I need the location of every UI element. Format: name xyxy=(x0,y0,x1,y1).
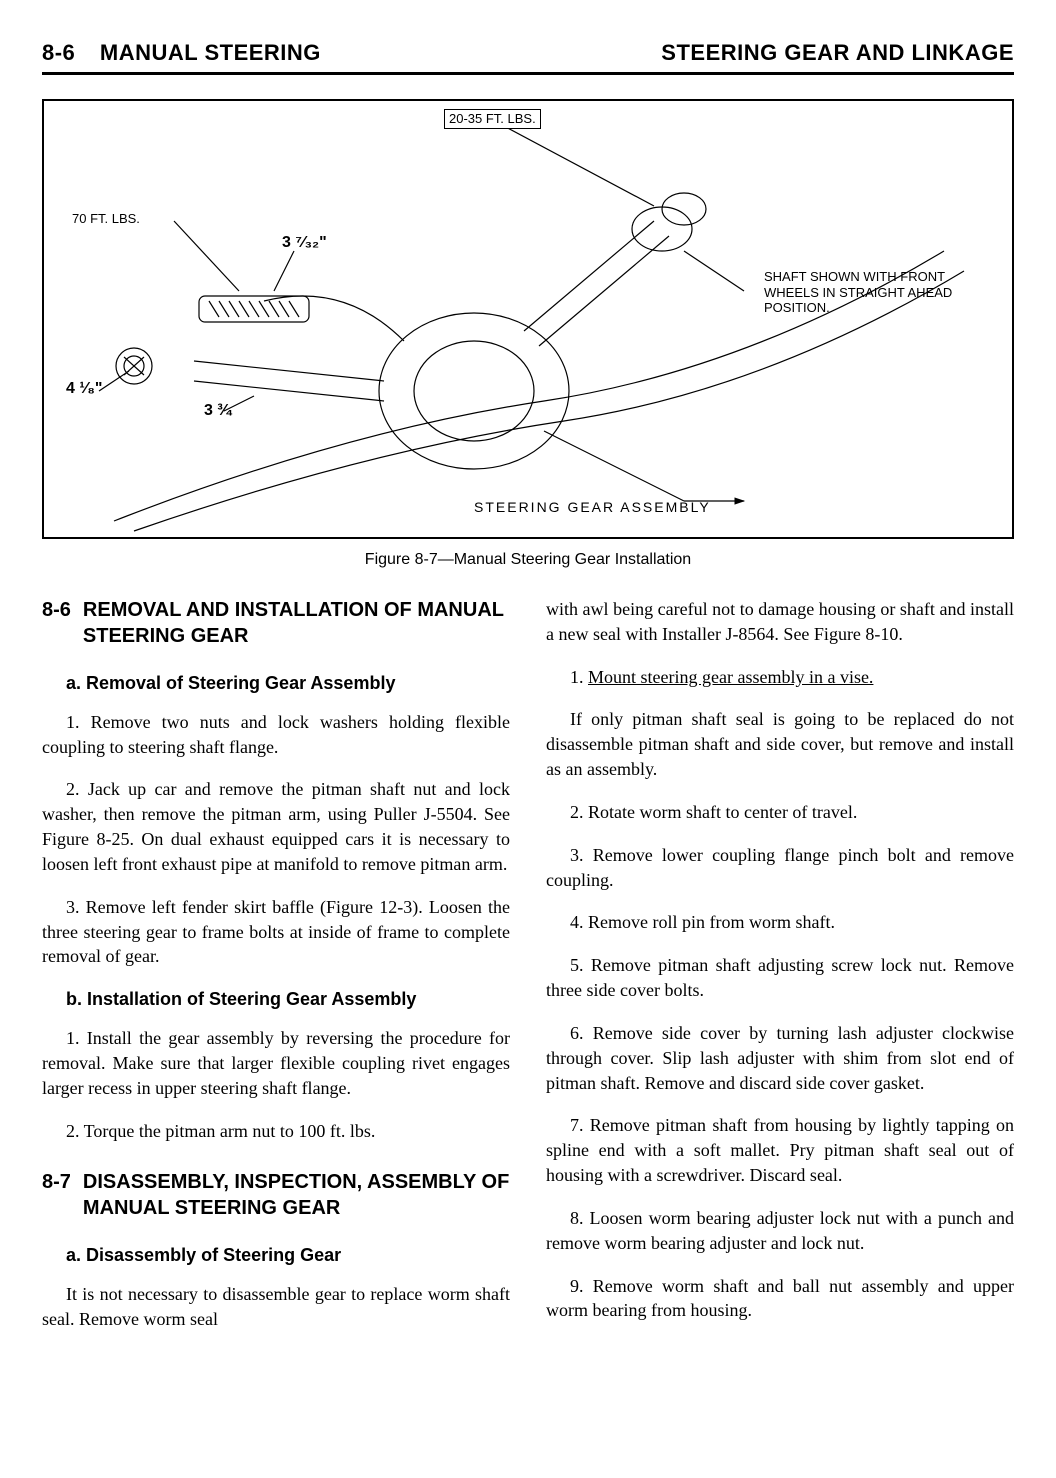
para-8-6-a2: 2. Jack up car and remove the pitman sha… xyxy=(42,777,510,876)
para-8-7-4: 4. Remove roll pin from worm shaft. xyxy=(546,910,1014,935)
header-left-title: MANUAL STEERING xyxy=(100,40,321,65)
section-8-6-title: REMOVAL AND INSTALLATION OF MANUAL STEER… xyxy=(83,597,510,649)
fig-label-3-7-32: 3 ⁷⁄₃₂" xyxy=(282,233,327,252)
left-column: 8-6 REMOVAL AND INSTALLATION OF MANUAL S… xyxy=(42,597,510,1332)
figure-caption: Figure 8-7—Manual Steering Gear Installa… xyxy=(42,551,1014,569)
right-column: with awl being careful not to damage hou… xyxy=(546,597,1014,1332)
body-columns: 8-6 REMOVAL AND INSTALLATION OF MANUAL S… xyxy=(42,597,1014,1332)
figure-8-7: 20-35 FT. LBS. 70 FT. LBS. 3 ⁷⁄₃₂" 4 ¹⁄₈… xyxy=(42,99,1014,539)
sub-8-6-b: b. Installation of Steering Gear Assembl… xyxy=(66,987,510,1012)
fig-label-3-3-4: 3 ³⁄₄ xyxy=(204,401,233,420)
header-right-title: STEERING GEAR AND LINKAGE xyxy=(661,40,1014,66)
para-8-6-b1: 1. Install the gear assembly by reversin… xyxy=(42,1026,510,1100)
para-8-7-3: 3. Remove lower coupling flange pinch bo… xyxy=(546,843,1014,893)
fig-label-assembly: STEERING GEAR ASSEMBLY xyxy=(474,499,711,516)
section-8-6-heading: 8-6 REMOVAL AND INSTALLATION OF MANUAL S… xyxy=(42,597,510,649)
fig-label-torque-box: 20-35 FT. LBS. xyxy=(444,109,541,129)
section-8-7-title: DISASSEMBLY, INSPECTION, ASSEMBLY OF MAN… xyxy=(83,1169,510,1221)
section-8-6-num: 8-6 xyxy=(42,597,71,649)
para-8-7-6: 6. Remove side cover by turning lash adj… xyxy=(546,1021,1014,1095)
steering-gear-illustration xyxy=(44,101,1012,537)
para-8-7-9: 9. Remove worm shaft and ball nut assemb… xyxy=(546,1274,1014,1324)
para-8-7-5: 5. Remove pitman shaft adjusting screw l… xyxy=(546,953,1014,1003)
sub-8-7-a: a. Disassembly of Steering Gear xyxy=(66,1243,510,1268)
sub-8-6-a: a. Removal of Steering Gear Assembly xyxy=(66,671,510,696)
para-8-7-7: 7. Remove pitman shaft from housing by l… xyxy=(546,1113,1014,1187)
para-8-7-cont: with awl being careful not to damage hou… xyxy=(546,597,1014,647)
para-8-7-1: 1. Mount steering gear assembly in a vis… xyxy=(546,665,1014,690)
fig-label-shaft-note: SHAFT SHOWN WITH FRONT WHEELS IN STRAIGH… xyxy=(764,269,974,316)
fig-label-70ftlbs: 70 FT. LBS. xyxy=(72,211,140,227)
para-8-6-a3: 3. Remove left fender skirt baffle (Figu… xyxy=(42,895,510,969)
para-8-7-intro: It is not necessary to disassemble gear … xyxy=(42,1282,510,1332)
header-left: 8-6 MANUAL STEERING xyxy=(42,40,321,66)
para-8-6-b2: 2. Torque the pitman arm nut to 100 ft. … xyxy=(42,1119,510,1144)
para-8-7-1-underline: Mount steering gear assembly in a vise. xyxy=(588,667,873,687)
fig-label-4-1-8: 4 ¹⁄₈" xyxy=(66,379,102,398)
para-8-7-1-pre: 1. xyxy=(570,667,588,687)
page-number: 8-6 xyxy=(42,40,75,65)
para-8-6-a1: 1. Remove two nuts and lock washers hold… xyxy=(42,710,510,760)
page-header: 8-6 MANUAL STEERING STEERING GEAR AND LI… xyxy=(42,40,1014,75)
section-8-7-num: 8-7 xyxy=(42,1169,71,1221)
para-8-7-1b: If only pitman shaft seal is going to be… xyxy=(546,707,1014,781)
para-8-7-2: 2. Rotate worm shaft to center of travel… xyxy=(546,800,1014,825)
section-8-7-heading: 8-7 DISASSEMBLY, INSPECTION, ASSEMBLY OF… xyxy=(42,1169,510,1221)
para-8-7-8: 8. Loosen worm bearing adjuster lock nut… xyxy=(546,1206,1014,1256)
